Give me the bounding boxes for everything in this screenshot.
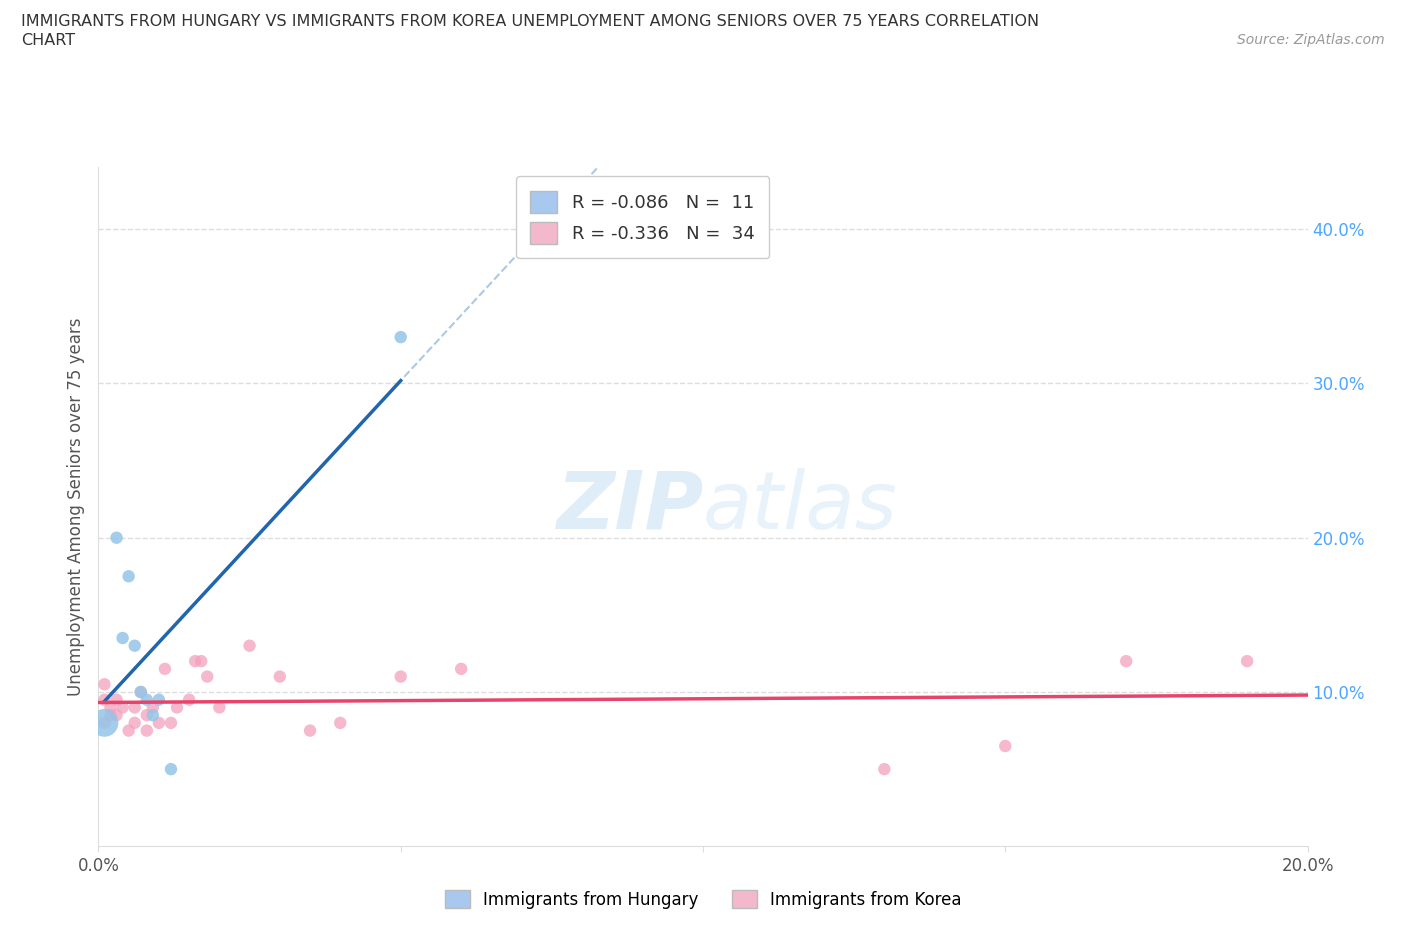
- Point: [105, 530, 128, 545]
- Point: [148, 692, 170, 707]
- Point: [129, 684, 152, 699]
- Text: Source: ZipAtlas.com: Source: ZipAtlas.com: [1237, 33, 1385, 46]
- Point: [195, 670, 218, 684]
- Point: [994, 738, 1017, 753]
- Point: [389, 670, 412, 684]
- Point: [105, 692, 128, 707]
- Point: [142, 700, 165, 715]
- Point: [111, 700, 134, 715]
- Point: [190, 654, 212, 669]
- Point: [160, 762, 183, 777]
- Point: [105, 708, 128, 723]
- Point: [299, 724, 322, 738]
- Point: [239, 638, 262, 653]
- Point: [208, 700, 231, 715]
- Point: [129, 684, 152, 699]
- Point: [135, 692, 157, 707]
- Point: [184, 654, 207, 669]
- Text: atlas: atlas: [703, 468, 898, 546]
- Point: [329, 715, 352, 730]
- Point: [135, 724, 157, 738]
- Point: [450, 661, 472, 676]
- Point: [142, 708, 165, 723]
- Point: [124, 700, 146, 715]
- Point: [118, 724, 141, 738]
- Point: [93, 715, 115, 730]
- Point: [269, 670, 291, 684]
- Legend: Immigrants from Hungary, Immigrants from Korea: Immigrants from Hungary, Immigrants from…: [436, 882, 970, 917]
- Point: [148, 715, 170, 730]
- Point: [1236, 654, 1258, 669]
- Point: [1115, 654, 1137, 669]
- Point: [179, 692, 201, 707]
- Point: [118, 569, 141, 584]
- Point: [93, 715, 115, 730]
- Text: IMMIGRANTS FROM HUNGARY VS IMMIGRANTS FROM KOREA UNEMPLOYMENT AMONG SENIORS OVER: IMMIGRANTS FROM HUNGARY VS IMMIGRANTS FR…: [21, 14, 1039, 29]
- Point: [93, 677, 115, 692]
- Point: [100, 708, 122, 723]
- Point: [166, 700, 188, 715]
- Point: [100, 700, 122, 715]
- Legend: R = -0.086   N =  11, R = -0.336   N =  34: R = -0.086 N = 11, R = -0.336 N = 34: [516, 177, 769, 259]
- Text: ZIP: ZIP: [555, 468, 703, 546]
- Point: [135, 708, 157, 723]
- Point: [389, 330, 412, 345]
- Point: [111, 631, 134, 645]
- Point: [153, 661, 176, 676]
- Y-axis label: Unemployment Among Seniors over 75 years: Unemployment Among Seniors over 75 years: [66, 318, 84, 696]
- Point: [873, 762, 896, 777]
- Point: [160, 715, 183, 730]
- Point: [93, 692, 115, 707]
- Point: [124, 638, 146, 653]
- Point: [124, 715, 146, 730]
- Text: CHART: CHART: [21, 33, 75, 47]
